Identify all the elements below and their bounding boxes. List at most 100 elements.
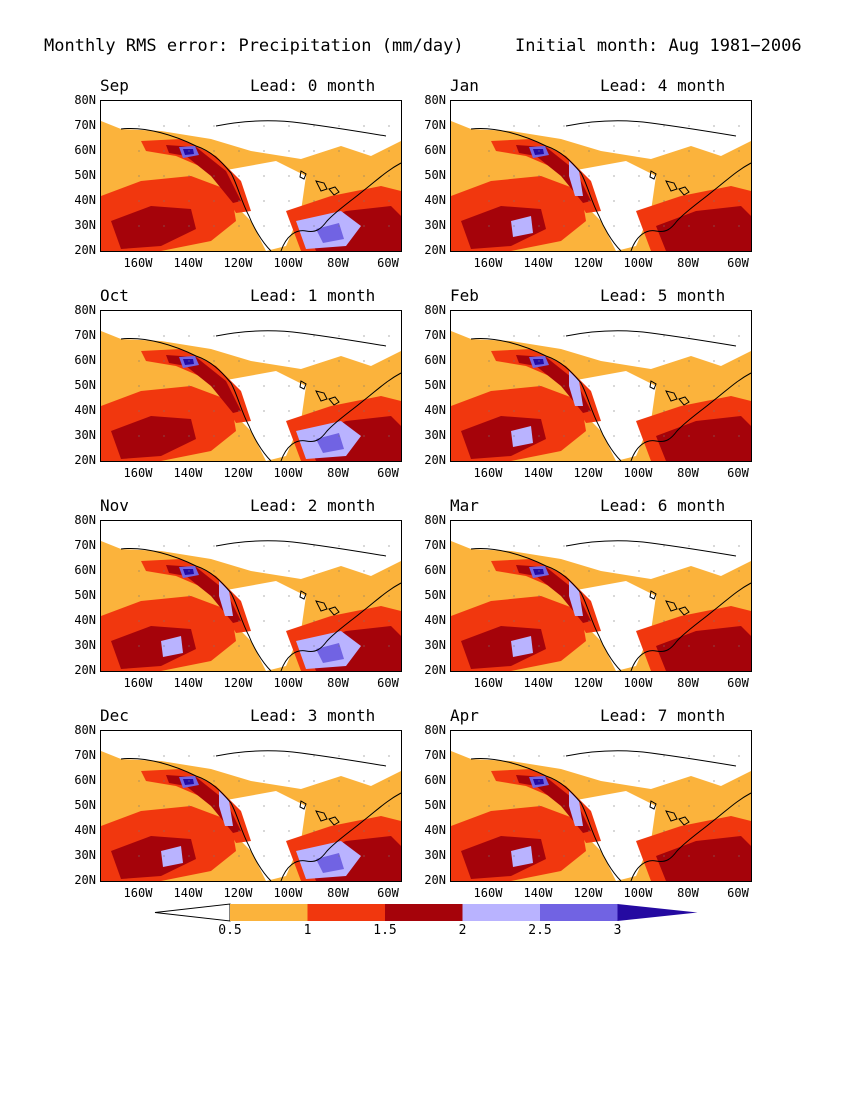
grid-point <box>138 360 140 362</box>
grid-point <box>513 755 515 757</box>
grid-point <box>388 645 390 647</box>
grid-point <box>338 360 340 362</box>
gulf-high-error-core <box>316 433 344 453</box>
grid-point <box>538 805 540 807</box>
grid-point <box>288 805 290 807</box>
grid-point <box>713 225 715 227</box>
lon-tick-label: 60W <box>377 466 399 480</box>
grid-point <box>738 175 740 177</box>
precip-map <box>451 521 751 671</box>
grid-point <box>313 150 315 152</box>
low-error-interior <box>221 791 306 881</box>
grid-point <box>538 545 540 547</box>
grid-point <box>488 855 490 857</box>
grid-point <box>588 150 590 152</box>
grid-point <box>313 125 315 127</box>
grid-point <box>588 360 590 362</box>
grid-point <box>613 570 615 572</box>
grid-point <box>388 410 390 412</box>
grid-point <box>663 545 665 547</box>
grid-point <box>163 200 165 202</box>
grid-point <box>613 335 615 337</box>
grid-point <box>738 805 740 807</box>
low-error-interior <box>221 161 306 251</box>
colorbar-segment <box>462 904 540 921</box>
grid-point <box>163 645 165 647</box>
grid-point <box>338 855 340 857</box>
grid-point <box>388 545 390 547</box>
coastline <box>120 120 401 251</box>
grid-point <box>713 435 715 437</box>
grid-point <box>638 855 640 857</box>
grid-point <box>638 175 640 177</box>
coastline <box>470 120 751 251</box>
colorbar-segment <box>540 904 618 921</box>
coast-high-error <box>219 791 233 826</box>
grid-point <box>588 645 590 647</box>
grid-point <box>488 125 490 127</box>
grid-point <box>563 755 565 757</box>
lon-tick-label: 80W <box>327 256 349 270</box>
grid-point <box>613 200 615 202</box>
panel-lead: Lead: 6 month <box>600 496 726 515</box>
grid-point <box>513 150 515 152</box>
coast-high-error <box>569 581 583 616</box>
grid-point <box>563 545 565 547</box>
precip-map <box>101 101 401 251</box>
pacific-core <box>111 626 196 669</box>
grid-point <box>738 645 740 647</box>
grid-point <box>713 150 715 152</box>
great-lakes <box>299 170 340 196</box>
grid-point <box>163 620 165 622</box>
grid-point <box>563 175 565 177</box>
grid-point <box>288 335 290 337</box>
grid-point <box>713 570 715 572</box>
grid-point <box>363 225 365 227</box>
grid-point <box>338 435 340 437</box>
precip-map-panel <box>100 100 402 252</box>
grid-point <box>138 175 140 177</box>
grid-point <box>288 225 290 227</box>
grid-point <box>213 125 215 127</box>
coast-high-error <box>569 791 583 826</box>
gulf-alaska-maximum <box>183 359 194 365</box>
grid-point <box>738 830 740 832</box>
grid-point <box>263 805 265 807</box>
grid-point <box>663 645 665 647</box>
grid-point <box>563 225 565 227</box>
lat-tick-label: 60N <box>424 563 446 577</box>
panel-month: Apr <box>450 706 479 725</box>
coast-core <box>166 145 241 203</box>
lon-tick-label: 100W <box>623 886 653 900</box>
great-lakes <box>299 380 340 406</box>
precip-map-panel <box>450 520 752 672</box>
grid-point <box>588 410 590 412</box>
grid-point <box>388 360 390 362</box>
great-lakes <box>649 800 690 826</box>
grid-point <box>363 200 365 202</box>
grid-point <box>138 150 140 152</box>
lon-tick-label: 160W <box>123 886 153 900</box>
grid-point <box>488 360 490 362</box>
grid-point <box>588 620 590 622</box>
lat-tick-label: 60N <box>74 563 96 577</box>
precip-map <box>451 311 751 461</box>
grid-point <box>163 410 165 412</box>
grid-point <box>688 385 690 387</box>
grid-point <box>588 125 590 127</box>
coastline <box>470 750 751 881</box>
grid-point <box>613 620 615 622</box>
grid-point <box>338 150 340 152</box>
grid-point <box>513 225 515 227</box>
grid-point <box>488 410 490 412</box>
grid-point <box>338 200 340 202</box>
grid-point <box>688 150 690 152</box>
grid-point <box>188 620 190 622</box>
lat-tick-label: 60N <box>424 143 446 157</box>
grid-point <box>638 780 640 782</box>
grid-point <box>363 620 365 622</box>
grid-point <box>313 385 315 387</box>
lon-tick-label: 80W <box>327 886 349 900</box>
grid-point <box>688 435 690 437</box>
lon-tick-label: 80W <box>677 886 699 900</box>
